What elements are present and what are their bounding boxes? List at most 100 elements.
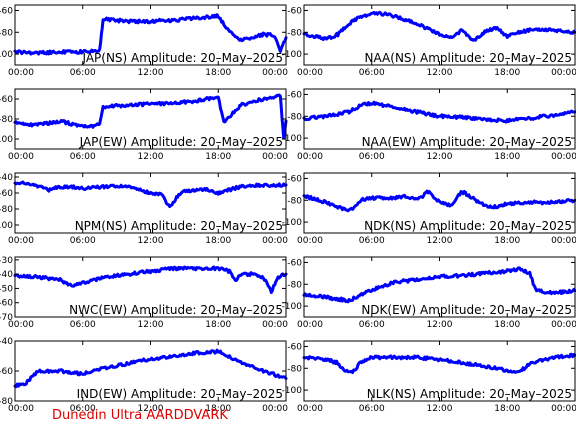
series-line [13, 265, 288, 294]
y-tick-label: -40 [0, 173, 13, 183]
chart-panel: -100 -80 -60 00:00 06:00 12:00 18:00 00:00 NAA(N… [282, 4, 576, 78]
footer-credit: Dunedin Ultra AARDDVARK [52, 408, 228, 423]
x-tick-label: 00:00 [297, 152, 323, 162]
x-tick-label: 00:00 [551, 152, 576, 162]
series-line [302, 266, 576, 304]
x-tick-label: 06:00 [70, 152, 96, 162]
chart-title: NDK(NS) Amplitude: 20–May–2025 [364, 219, 572, 233]
x-tick-label: 00:00 [262, 68, 288, 78]
x-tick-label: 12:00 [427, 404, 453, 414]
x-tick-label: 06:00 [359, 68, 385, 78]
chart-title: JAP(EW) Amplitude: 20–May–2025 [79, 135, 283, 149]
x-tick-label: 00:00 [297, 404, 323, 414]
x-tick-label: 00:00 [262, 320, 288, 330]
chart-panel: -70 -60 -50 -40 -30 00:00 06:00 12:00 18:00 00:00… [0, 256, 288, 330]
series-line [302, 10, 576, 42]
x-tick-label: 06:00 [70, 68, 96, 78]
y-tick-label: -80 [0, 397, 13, 407]
x-tick-label: 00:00 [551, 236, 576, 246]
x-tick-label: 06:00 [70, 320, 96, 330]
x-tick-label: 06:00 [70, 404, 96, 414]
x-tick-label: 18:00 [205, 152, 231, 162]
x-tick-label: 12:00 [138, 320, 164, 330]
series-line [13, 93, 288, 140]
x-tick-label: 18:00 [494, 68, 520, 78]
y-tick-label: -100 [282, 134, 303, 144]
x-tick-label: 00:00 [551, 404, 576, 414]
x-tick-label: 18:00 [205, 236, 231, 246]
chart-title: JAP(NS) Amplitude: 20–May–2025 [81, 51, 283, 65]
y-tick-label: -60 [0, 189, 13, 199]
y-tick-label: -80 [0, 205, 13, 215]
y-tick-label: -100 [282, 218, 303, 228]
y-tick-label: -80 [287, 280, 302, 290]
x-tick-label: 18:00 [205, 404, 231, 414]
chart-panel: -80 -60 -40 00:00 06:00 12:00 18:00 00:00 IND(EW… [0, 337, 288, 414]
y-tick-label: -60 [0, 95, 13, 105]
x-tick-label: 00:00 [8, 68, 34, 78]
y-tick-label: -80 [287, 112, 302, 122]
y-tick-label: -50 [0, 284, 13, 294]
x-tick-label: 00:00 [8, 152, 34, 162]
y-tick-label: -40 [0, 270, 13, 280]
y-tick-label: -60 [287, 342, 302, 352]
y-tick-label: -60 [287, 174, 302, 184]
x-tick-label: 18:00 [205, 320, 231, 330]
series-line [13, 13, 288, 56]
series-line [13, 348, 288, 389]
chart-panel: -100 -80 -60 00:00 06:00 12:00 18:00 00:00 JAP(E… [0, 88, 288, 162]
chart-title: NPM(NS) Amplitude: 20–May–2025 [75, 219, 283, 233]
y-tick-label: -80 [287, 364, 302, 374]
y-tick-label: -80 [287, 28, 302, 38]
series-line [13, 180, 288, 209]
x-tick-label: 12:00 [138, 236, 164, 246]
x-tick-label: 00:00 [8, 236, 34, 246]
y-tick-label: -80 [0, 115, 13, 125]
y-tick-label: -80 [287, 196, 302, 206]
y-tick-label: -100 [0, 50, 13, 60]
y-tick-label: -100 [282, 386, 303, 396]
x-tick-label: 06:00 [359, 404, 385, 414]
x-tick-label: 18:00 [494, 152, 520, 162]
x-tick-label: 00:00 [8, 404, 34, 414]
x-tick-label: 06:00 [359, 320, 385, 330]
x-tick-label: 12:00 [427, 152, 453, 162]
x-tick-label: 18:00 [494, 320, 520, 330]
y-tick-label: -80 [0, 28, 13, 38]
chart-title: NAA(EW) Amplitude: 20–May–2025 [362, 135, 572, 149]
chart-title: IND(EW) Amplitude: 20–May–2025 [77, 387, 283, 401]
y-tick-label: -100 [282, 302, 303, 312]
x-tick-label: 00:00 [551, 68, 576, 78]
series-line [302, 189, 576, 213]
chart-title: NDK(EW) Amplitude: 20–May–2025 [361, 303, 572, 317]
y-tick-label: -30 [0, 256, 13, 266]
x-tick-label: 00:00 [297, 320, 323, 330]
chart-panel: -100 -80 -60 -40 00:00 06:00 12:00 18:00 00:00 NP… [0, 172, 288, 246]
x-tick-label: 00:00 [551, 320, 576, 330]
series-line [302, 352, 576, 375]
x-tick-label: 18:00 [494, 236, 520, 246]
chart-panel: -100 -80 -60 00:00 06:00 12:00 18:00 00:00 NDK(N… [282, 172, 576, 246]
x-tick-label: 12:00 [138, 404, 164, 414]
series-line [302, 100, 576, 124]
x-tick-label: 00:00 [262, 236, 288, 246]
y-tick-label: -60 [287, 6, 302, 16]
y-tick-label: -60 [0, 299, 13, 309]
chart-title: NAA(NS) Amplitude: 20–May–2025 [365, 51, 572, 65]
x-tick-label: 12:00 [138, 68, 164, 78]
x-tick-label: 00:00 [297, 236, 323, 246]
x-tick-label: 12:00 [138, 152, 164, 162]
chart-panel: -100 -80 -60 00:00 06:00 12:00 18:00 00:00 NLK(N… [282, 340, 576, 414]
y-tick-label: -100 [282, 50, 303, 60]
y-tick-label: -100 [0, 135, 13, 145]
x-tick-label: 12:00 [427, 236, 453, 246]
y-tick-label: -70 [0, 313, 13, 323]
chart-panel: -100 -80 -60 00:00 06:00 12:00 18:00 00:00 NDK(E… [282, 256, 576, 330]
y-tick-label: -60 [0, 367, 13, 377]
chart-panel: -100 -80 -60 00:00 06:00 12:00 18:00 00:00 NAA(E… [282, 88, 576, 162]
x-tick-label: 06:00 [359, 236, 385, 246]
y-tick-label: -40 [0, 337, 13, 347]
x-tick-label: 00:00 [262, 152, 288, 162]
